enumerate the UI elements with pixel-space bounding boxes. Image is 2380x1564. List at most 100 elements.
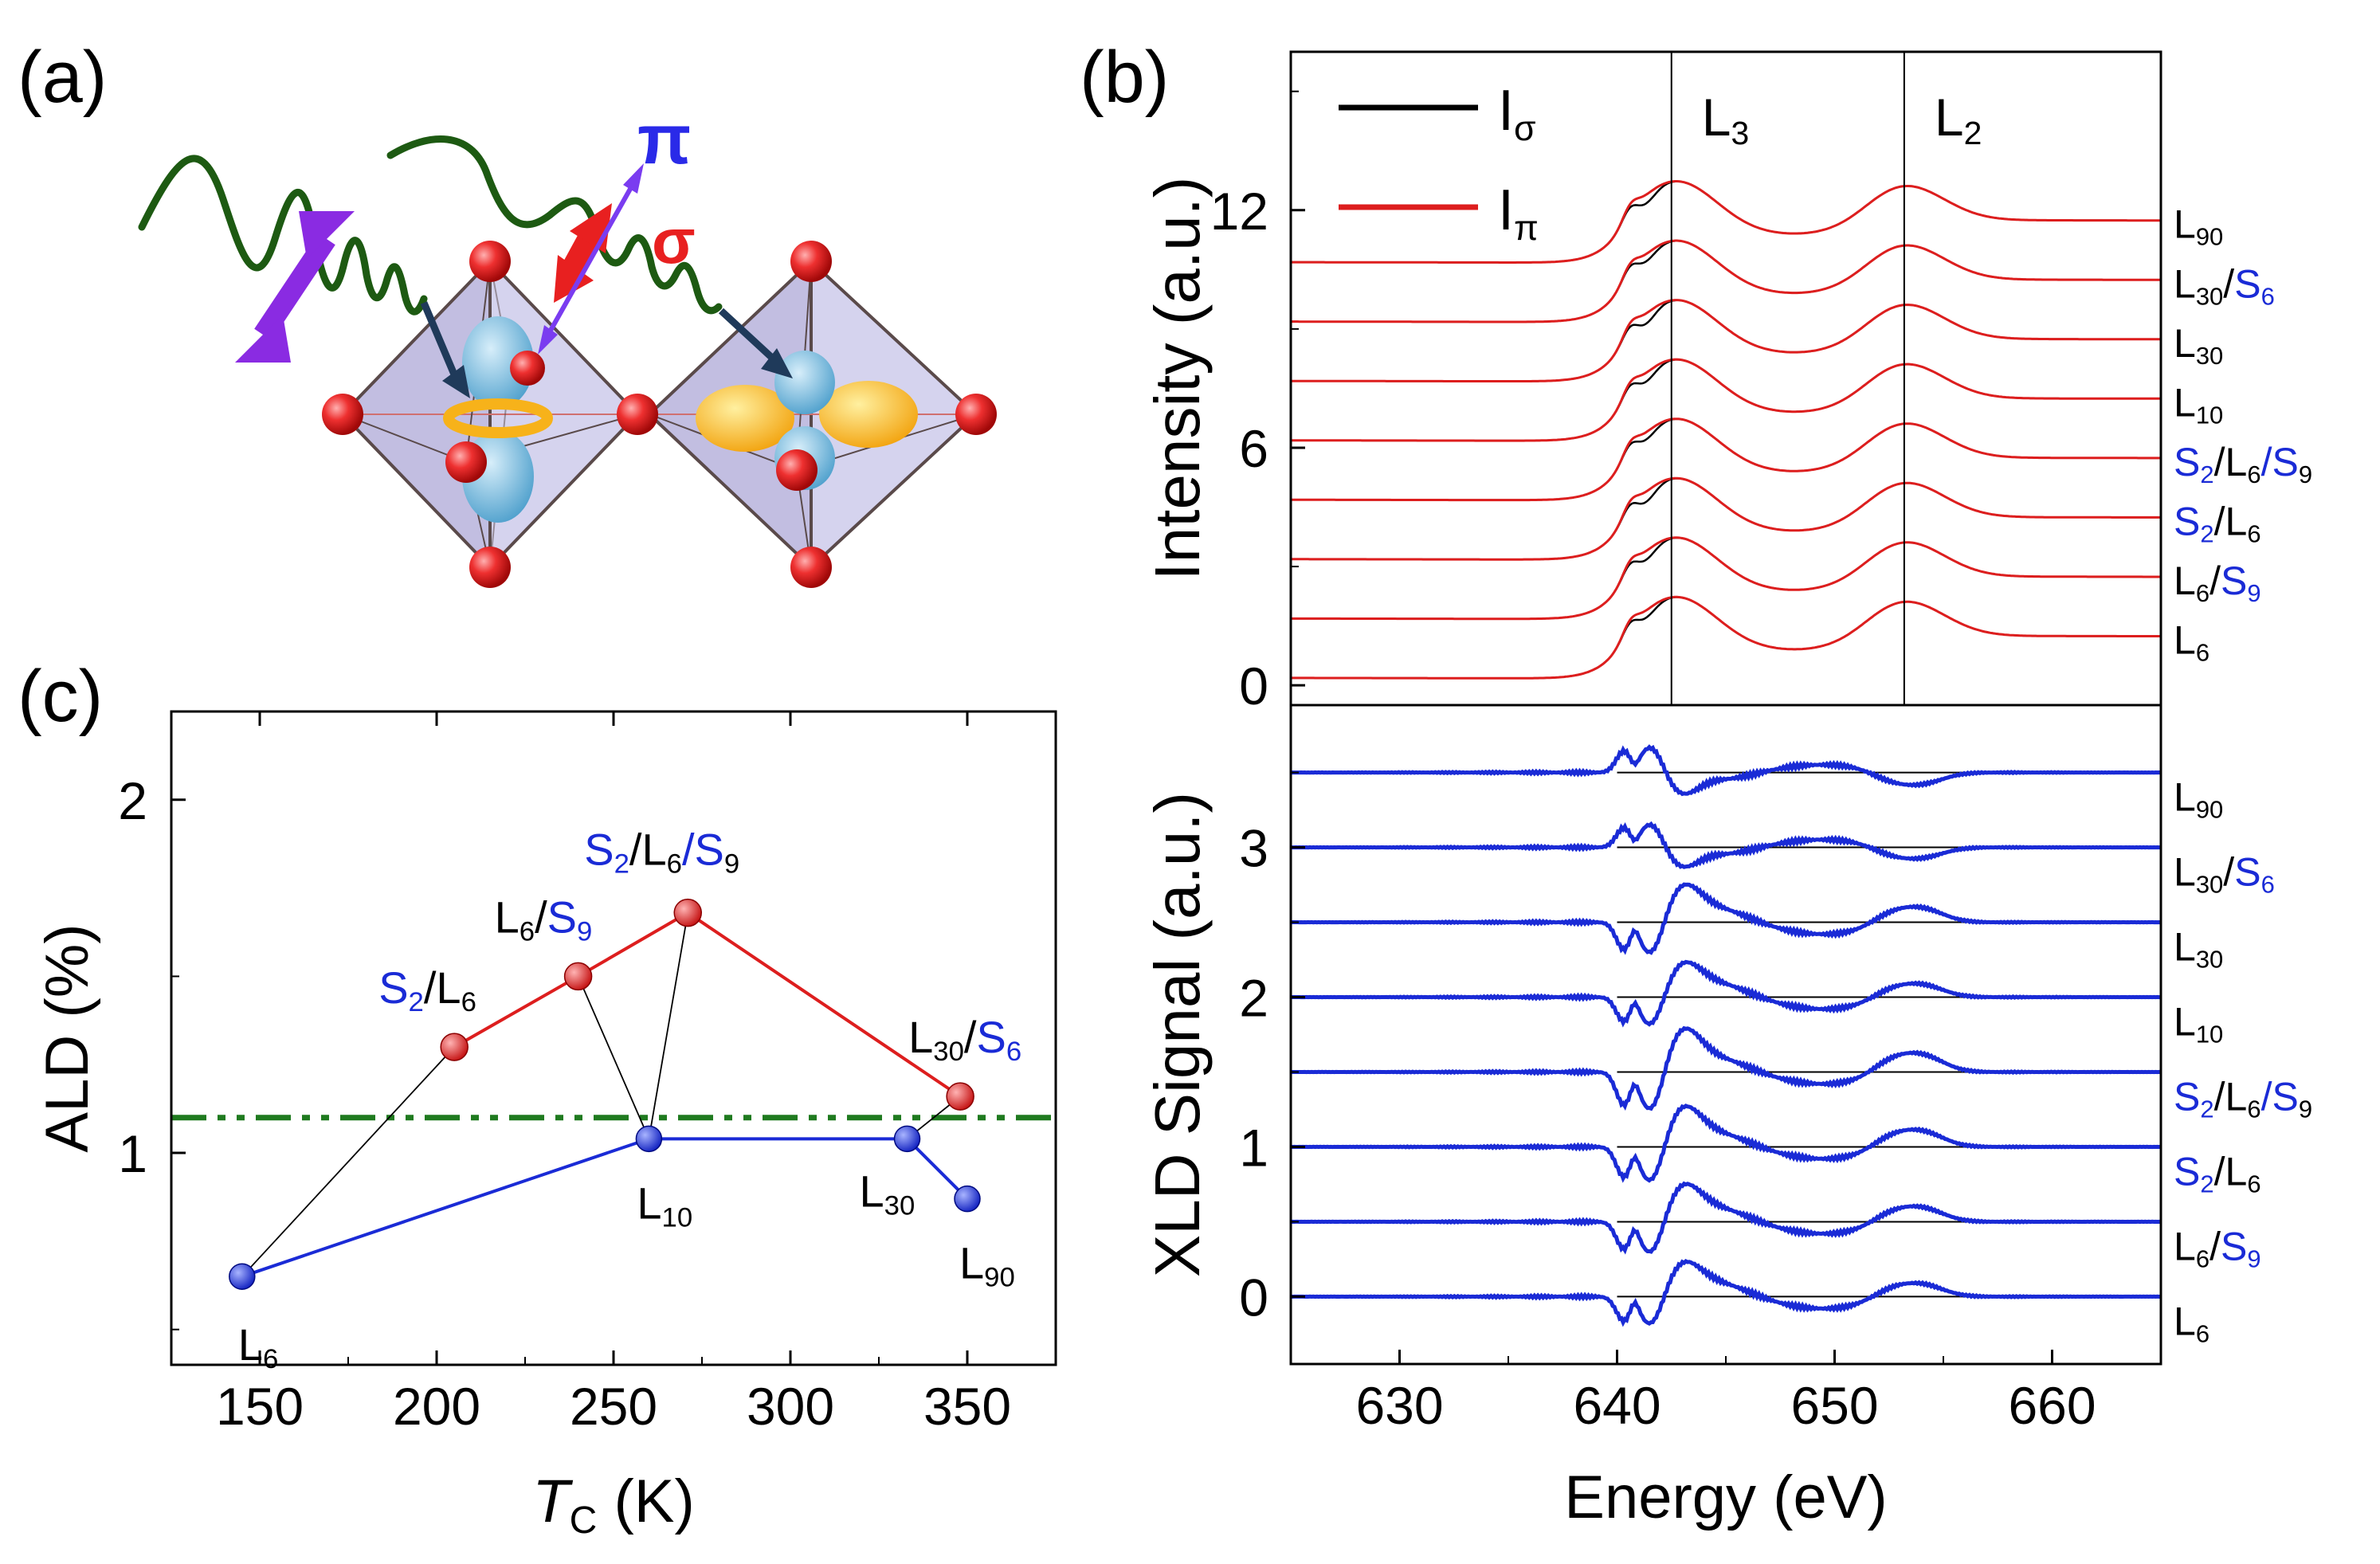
xas-pi-curve	[1291, 417, 2161, 502]
red-point	[673, 898, 702, 927]
legend-label: Iπ	[1498, 178, 1539, 248]
label-subscript: 6	[2196, 638, 2209, 666]
label-base: /	[964, 1012, 977, 1062]
label-base: /	[629, 825, 642, 875]
sample-label-bottom: L6/S9	[2174, 1224, 2261, 1272]
label-base: L	[2174, 380, 2196, 425]
label-base: /	[2209, 1224, 2221, 1268]
label-base: L	[2174, 1299, 2196, 1343]
x-axis-label: TC (K)	[532, 1468, 695, 1542]
blue-point-label: L30	[860, 1166, 916, 1221]
label-subscript: 6	[2247, 1170, 2260, 1197]
bottom-plot-frame	[1289, 704, 2162, 1366]
label-base: L	[2225, 440, 2248, 484]
label-base: L	[641, 825, 666, 875]
octahedra-illustration: π σ	[138, 100, 997, 588]
label-subscript: 6	[2247, 519, 2260, 547]
label-subscript: σ	[1514, 109, 1536, 148]
label-base: L	[2174, 925, 2196, 970]
xray-wave-left	[138, 155, 428, 316]
x-tick-label: 250	[570, 1377, 657, 1436]
label-subscript: 6	[667, 849, 682, 879]
x-tick-label: 200	[393, 1377, 480, 1436]
label-base: I	[1498, 178, 1514, 242]
sample-label-bottom: L30/S6	[2174, 850, 2275, 899]
label-subscript: 6	[2247, 461, 2260, 488]
label-subscript: 9	[2247, 1245, 2260, 1272]
label-base: /	[2214, 1149, 2225, 1194]
label-base: L	[1702, 88, 1731, 147]
label-subscript: 30	[2196, 282, 2223, 310]
label-subscript: 2	[2200, 461, 2213, 488]
link-line	[577, 976, 650, 1139]
xld-curve	[1291, 744, 2162, 797]
label-subscript: 9	[2299, 1095, 2312, 1123]
label-subscript: 6	[520, 916, 535, 947]
label-base: L	[2174, 321, 2196, 366]
label-base: S	[976, 1012, 1006, 1062]
label-base: S	[2174, 440, 2200, 484]
legend-label: Iσ	[1498, 79, 1536, 148]
label-base: S	[547, 892, 577, 942]
edge-label: L2	[1935, 88, 1982, 151]
panel-label-c: (c)	[18, 656, 103, 737]
x-tick-label: 150	[216, 1377, 304, 1436]
label-base: S	[2234, 261, 2260, 306]
xld-curve	[1290, 821, 2162, 869]
x-tick-label: 650	[1790, 1376, 1878, 1435]
label-subscript: 90	[2196, 222, 2223, 250]
x-axis-label: Energy (eV)	[1564, 1464, 1888, 1531]
label-base: S	[2174, 1149, 2200, 1194]
label-base: S	[2272, 1074, 2298, 1119]
xas-sigma-curve	[1291, 299, 2161, 382]
label-base: L	[2174, 202, 2196, 247]
x-tick-label: 660	[2008, 1376, 2096, 1435]
label-subscript: 3	[1731, 115, 1749, 151]
label-base: S	[584, 825, 614, 875]
y-tick-label: 6	[1239, 419, 1268, 478]
blue-series-line	[241, 1137, 969, 1279]
label-subscript: 2	[614, 849, 629, 879]
y-tick-label: 1	[1239, 1118, 1268, 1177]
y-axis-label: ALD (%)	[33, 923, 101, 1152]
red-point-label: L30/S6	[908, 1012, 1021, 1067]
xld-curve	[1291, 959, 2162, 1028]
label-subscript: 6	[2196, 1245, 2209, 1272]
label-subscript: 6	[2261, 282, 2275, 310]
y-tick-label: 0	[1239, 657, 1268, 715]
label-subscript: 6	[1006, 1037, 1021, 1067]
label-base: L	[2225, 1074, 2248, 1119]
blue-point	[635, 1125, 663, 1153]
label-base: S	[2234, 850, 2260, 895]
x-tick-label: 350	[923, 1377, 1011, 1436]
xas-pi-curve	[1291, 476, 2161, 561]
red-series-line	[453, 911, 962, 1098]
label-subscript: 30	[933, 1037, 964, 1067]
red-point-label: L6/S9	[495, 892, 593, 947]
label-base: /	[2261, 440, 2272, 484]
label-subscript: 6	[263, 1344, 278, 1374]
sigma-label: σ	[652, 206, 696, 276]
sample-label-top: S2/L6/S9	[2174, 440, 2312, 488]
xas-pi-curve	[1291, 180, 2161, 264]
sample-label-bottom: L90	[2174, 775, 2223, 824]
label-base: L	[2174, 850, 2196, 895]
label-base: L	[1935, 88, 1964, 147]
label-base: /	[2214, 499, 2225, 543]
red-point-label: S2/L6	[378, 962, 476, 1017]
xas-pi-curve	[1291, 536, 2161, 621]
label-subscript: 6	[461, 987, 476, 1017]
x-tick-label: 300	[747, 1377, 834, 1436]
sample-label-top: L30/S6	[2174, 261, 2275, 310]
label-base: /	[424, 962, 437, 1013]
label-base: I	[1498, 79, 1514, 143]
label-subscript: 2	[409, 987, 424, 1017]
sample-label-bottom: S2/L6	[2174, 1149, 2261, 1197]
label-subscript: 2	[2200, 1095, 2213, 1123]
label-base: /	[535, 892, 547, 942]
oxygen-atoms	[322, 241, 997, 588]
label-base: L	[2225, 499, 2248, 543]
x-tick-label: 630	[1355, 1376, 1443, 1435]
link-line	[648, 912, 689, 1139]
